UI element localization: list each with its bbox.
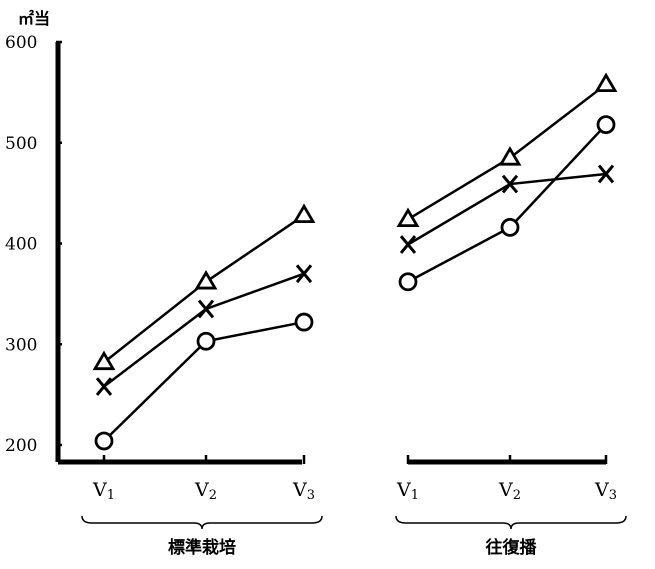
y-tick-label: 200 [5,436,37,456]
circle-marker [294,312,314,332]
y-tick-label: 600 [5,33,37,53]
x-tick-label: V2 [194,479,217,503]
x-tick-label: V1 [396,479,419,503]
marks [92,72,618,451]
y-unit-label: ㎡当 [18,9,50,28]
cross-stroke [501,174,519,194]
cross-marker [597,164,615,184]
x-tick-label: V3 [292,479,315,503]
y-tick-label: 300 [5,335,37,355]
x-tick-label: V3 [594,479,617,503]
cross-marker [197,299,215,319]
circle-marker [596,115,616,135]
cross-stroke [95,377,113,396]
triangle-marker [92,350,116,371]
cross-marker [399,235,417,254]
series-line-circle [407,123,607,283]
group-label: 標準栽培 [168,537,236,558]
circle-marker [398,272,418,292]
triangle-marker [498,146,522,166]
x-tick-label: V2 [498,479,521,503]
triangle-marker [194,270,218,290]
cross-marker [95,377,113,396]
cross-stroke [295,264,313,284]
triangle-marker [292,203,316,223]
circle-marker [94,431,114,451]
circle-marker [500,217,520,237]
cross-marker [295,264,313,284]
group-brace [81,515,323,530]
cross-stroke [197,299,215,319]
y-tick-label: 500 [5,134,37,154]
group-label: 往復播 [486,537,538,558]
triangle-marker [396,207,420,228]
group-brace [395,515,627,530]
labels: 600 500 400 300 200 V1 V2 V3 標準栽培 V1 V2 V3 往復播 [5,33,627,558]
cross-stroke [597,164,615,184]
x-tick-label: V1 [92,479,115,503]
cross-stroke [399,235,417,254]
circle-marker [196,331,216,351]
axes [55,40,608,465]
series-line-cross [103,272,305,388]
y-tick-label: 400 [5,235,37,255]
triangle-marker [594,72,618,93]
cross-marker [501,174,519,194]
